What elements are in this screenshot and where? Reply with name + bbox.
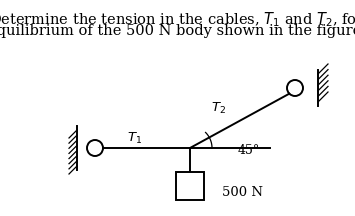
Text: Determine the tension in the cables, $T_1$ and $T_2$, for: Determine the tension in the cables, $T_… [0,10,355,29]
Text: 500 N: 500 N [222,186,263,200]
Text: $T_1$: $T_1$ [127,130,143,146]
Text: 45°: 45° [238,143,260,157]
Text: $T_2$: $T_2$ [211,100,225,116]
Text: equilibrium of the 500 N body shown in the figure:: equilibrium of the 500 N body shown in t… [0,24,355,38]
Bar [176,172,204,200]
